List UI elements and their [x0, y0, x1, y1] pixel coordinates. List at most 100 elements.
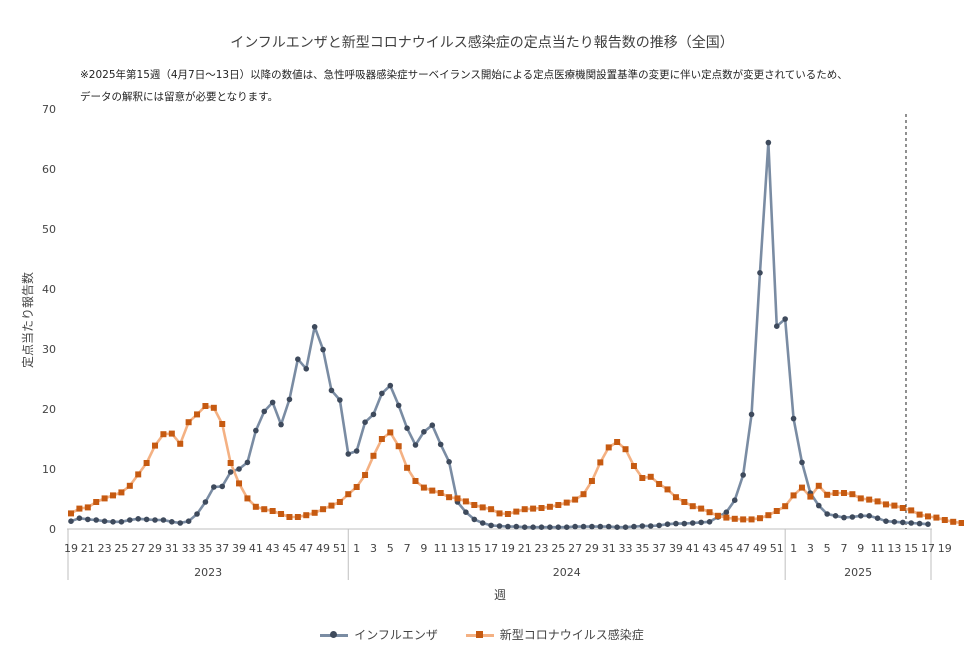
y-axis-label: 定点当たり報告数: [20, 272, 35, 368]
x-tick-label: 5: [824, 542, 831, 555]
x-tick-label: 3: [807, 542, 814, 555]
data-point-covid: [93, 499, 100, 505]
year-label: 2023: [194, 566, 222, 579]
data-point-covid: [336, 499, 343, 505]
data-point-covid: [605, 444, 612, 451]
data-point-covid: [395, 443, 402, 450]
data-point-influenza: [127, 517, 133, 523]
data-point-covid: [815, 482, 822, 489]
data-point-covid: [479, 504, 486, 511]
x-tick-label: 31: [165, 542, 179, 555]
data-point-covid: [563, 499, 570, 506]
x-tick-label: 7: [840, 542, 847, 555]
data-point-covid: [219, 421, 226, 427]
chart-title: インフルエンザと新型コロナウイルス感染症の定点当たり報告数の推移（全国）: [230, 35, 734, 51]
data-point-covid: [546, 503, 553, 510]
x-tick-label: 33: [619, 542, 633, 555]
data-point-covid: [765, 512, 772, 519]
data-point-covid: [882, 501, 889, 508]
x-tick-label: 15: [904, 542, 918, 555]
data-point-influenza: [513, 523, 520, 530]
data-point-covid: [891, 502, 898, 509]
data-point-covid: [252, 503, 259, 510]
data-point-covid: [689, 503, 696, 510]
x-tick-label: 41: [686, 542, 700, 555]
data-point-influenza: [723, 509, 730, 515]
data-point-covid: [916, 511, 923, 518]
data-point-influenza: [857, 513, 864, 519]
data-point-influenza: [101, 518, 108, 524]
data-point-influenza: [563, 524, 570, 530]
data-point-influenza: [177, 520, 184, 526]
x-tick-label: 29: [148, 542, 162, 555]
data-point-covid: [933, 514, 940, 521]
legend-swatch-covid: [465, 629, 494, 641]
x-tick-label: 37: [215, 542, 229, 555]
data-point-covid: [462, 498, 469, 505]
data-point-covid: [740, 516, 747, 523]
data-point-influenza: [689, 520, 696, 526]
legend-item-covid[interactable]: 新型コロナウイルス感染症: [465, 626, 644, 643]
data-point-influenza: [488, 522, 494, 529]
series-line-influenza: [70, 141, 929, 529]
data-point-influenza: [622, 524, 629, 530]
data-point-influenza: [353, 448, 360, 454]
data-point-influenza: [76, 515, 83, 521]
x-tick-label: 29: [585, 542, 599, 555]
data-point-influenza: [681, 520, 688, 527]
data-point-influenza: [143, 516, 150, 523]
legend-item-influenza[interactable]: インフルエンザ: [320, 626, 438, 643]
x-tick-label: 3: [370, 542, 377, 555]
x-tick-label: 25: [114, 542, 128, 555]
data-point-covid: [68, 510, 74, 517]
data-point-covid: [454, 495, 461, 502]
data-point-influenza: [429, 422, 436, 429]
data-point-covid: [580, 491, 587, 498]
x-tick-label: 17: [484, 542, 498, 555]
x-tick-label: 1: [790, 542, 797, 555]
data-point-influenza: [437, 441, 444, 448]
data-point-covid: [126, 482, 133, 489]
data-point-covid: [135, 471, 142, 478]
x-tick-label: 19: [501, 542, 515, 555]
data-point-covid: [538, 505, 545, 511]
y-tick-label: 20: [42, 403, 56, 416]
x-tick-label: 33: [182, 542, 196, 555]
data-point-covid: [76, 505, 83, 512]
data-point-covid: [857, 495, 864, 502]
data-point-covid: [437, 490, 444, 496]
chart-note-line-1: ※2025年第15週（4月7日〜13日）以降の数値は、急性呼吸器感染症サーベイラ…: [80, 69, 848, 81]
data-point-influenza: [362, 419, 368, 426]
x-tick-label: 27: [568, 542, 582, 555]
data-point-influenza: [303, 366, 310, 372]
data-point-covid: [664, 486, 671, 493]
data-point-covid: [756, 515, 763, 522]
data-point-influenza: [664, 521, 671, 527]
data-point-influenza: [815, 502, 822, 509]
x-tick-label: 41: [249, 542, 263, 555]
data-point-covid: [899, 505, 906, 511]
data-point-influenza: [555, 524, 562, 530]
data-point-influenza: [169, 519, 175, 525]
data-point-influenza: [790, 415, 797, 422]
y-tick-label: 60: [42, 163, 56, 176]
x-tick-label: 45: [282, 542, 296, 555]
x-tick-label: 47: [299, 542, 313, 555]
x-tick-label: 27: [131, 542, 145, 555]
data-point-influenza: [521, 524, 528, 530]
data-point-covid: [202, 403, 209, 409]
legend-label-influenza: インフルエンザ: [354, 628, 438, 642]
data-point-influenza: [219, 483, 226, 490]
data-point-influenza: [395, 402, 402, 409]
x-tick-label: 25: [551, 542, 565, 555]
data-point-covid: [378, 436, 385, 442]
data-point-influenza: [597, 523, 604, 530]
data-point-covid: [790, 492, 797, 499]
data-point-covid: [731, 515, 738, 522]
data-point-influenza: [765, 139, 772, 146]
data-point-covid: [236, 480, 243, 487]
year-label: 2024: [553, 566, 581, 579]
data-point-influenza: [85, 516, 91, 523]
data-point-influenza: [748, 411, 755, 418]
data-point-influenza: [194, 511, 200, 517]
